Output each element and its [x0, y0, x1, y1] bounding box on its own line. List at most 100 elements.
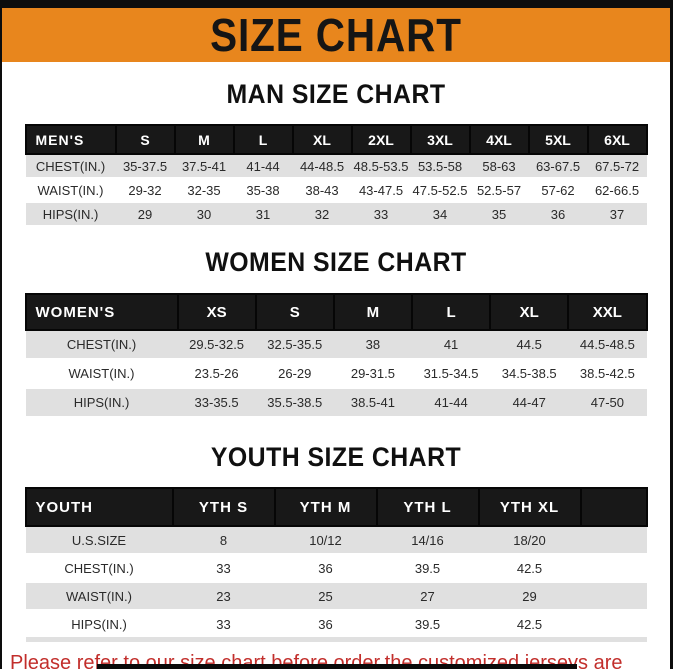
measurement-row: CHEST(IN.) 35-37.5 37.5-41 41-44 44-48.5 48.5…: [25, 153, 647, 178]
value-cell: 48.5-53.5: [351, 153, 411, 178]
value-cell: 32.5-35.5: [255, 329, 334, 359]
size-column-header: S: [254, 293, 335, 331]
value-cell: 38-43: [292, 177, 352, 202]
size-chart-section: WOMEN SIZE CHART WOMEN'S XS S M L XL XXL CHEST(I…: [2, 247, 670, 416]
value-cell: 33-35.5: [177, 387, 256, 416]
value-cell: 27: [376, 581, 479, 610]
value-cell: 34: [410, 201, 470, 225]
value-cell: 33: [172, 553, 275, 582]
measurement-row: HIPS(IN.) 29 30 31 32 33 34 35 36 37: [25, 201, 647, 225]
value-cell: 39.5: [376, 609, 479, 640]
value-filler-cell: [580, 609, 647, 640]
size-column-header: 4XL: [468, 124, 530, 155]
size-column-header: S: [114, 124, 176, 155]
value-cell: 42.5: [478, 553, 581, 582]
size-column-header: YTH XL: [477, 487, 582, 527]
value-cell: 36: [528, 201, 588, 225]
header-label-cell: YOUTH: [24, 487, 174, 527]
value-cell: 29-32: [115, 177, 175, 202]
value-cell: 47-50: [568, 387, 647, 416]
value-cell: 41-44: [233, 153, 293, 178]
page-title: SIZE CHART: [210, 9, 462, 61]
value-cell: 53.5-58: [410, 153, 470, 178]
row-label-cell: U.S.SIZE: [25, 525, 173, 554]
measurement-row: WAIST(IN.) 29-32 32-35 35-38 38-43 43-47.5 47.…: [25, 177, 647, 202]
value-cell: 25: [274, 581, 377, 610]
size-table: WOMEN'S XS S M L XL XXL CHEST(IN.) 29.5-32.5 32.5…: [24, 293, 648, 416]
table-header-row: MEN'S S M L XL 2XL 3XL 4XL 5XL 6XL: [24, 124, 648, 155]
value-cell: 44.5-48.5: [568, 329, 647, 359]
value-cell: 37: [587, 201, 647, 225]
value-cell: 37.5-41: [174, 153, 234, 178]
size-column-header: L: [232, 124, 294, 155]
measurement-row: CHEST(IN.) 29.5-32.5 32.5-35.5 38 41 44.5 44.5…: [25, 329, 647, 359]
size-column-header: L: [410, 293, 492, 331]
section-title: MAN SIZE CHART: [226, 79, 446, 109]
table-header-row: YOUTH YTH S YTH M YTH L YTH XL: [24, 487, 648, 527]
value-cell: 42.5: [478, 609, 581, 640]
value-cell: 32: [292, 201, 352, 225]
value-cell: 31.5-34.5: [411, 358, 491, 388]
value-cell: 34.5-38.5: [490, 358, 569, 388]
value-cell: 58-63: [469, 153, 529, 178]
row-label-cell: HIPS(IN.): [25, 201, 116, 225]
value-cell: 35-38: [233, 177, 293, 202]
size-chart-section: YOUTH SIZE CHART YOUTH YTH S YTH M YTH L YTH …: [2, 442, 670, 642]
size-table: YOUTH YTH S YTH M YTH L YTH XL U.S.SIZE 8 10/12…: [24, 487, 648, 642]
value-cell: 31: [233, 201, 293, 225]
value-cell: 35.5-38.5: [255, 387, 334, 416]
value-cell: 26-29: [255, 358, 334, 388]
row-label-cell: WAIST(IN.): [25, 177, 116, 202]
header-label-cell: MEN'S: [24, 124, 117, 155]
size-column-header: XL: [291, 124, 353, 155]
value-cell: 23.5-26: [177, 358, 256, 388]
value-cell: 41: [411, 329, 491, 359]
value-cell: 36: [274, 609, 377, 640]
size-chart-section: MAN SIZE CHART MEN'S S M L XL 2XL 3XL 4XL 5XL 6XL C…: [2, 79, 670, 225]
value-cell: 35-37.5: [115, 153, 175, 178]
value-cell: 8: [172, 525, 275, 554]
row-label-cell: CHEST(IN.): [25, 553, 173, 582]
value-cell: 29: [115, 201, 175, 225]
value-cell: 29.5-32.5: [177, 329, 256, 359]
value-cell: 14/16: [376, 525, 479, 554]
size-column-header: M: [173, 124, 235, 155]
value-cell: 67.5-72: [587, 153, 647, 178]
measurement-row: WAIST(IN.) 23 25 27 29: [25, 581, 647, 610]
bottom-black-bar: [97, 664, 577, 669]
value-cell: 38.5-42.5: [568, 358, 647, 388]
value-cell: 44.5: [490, 329, 569, 359]
measurement-row: CHEST(IN.) 33 36 39.5 42.5: [25, 553, 647, 582]
value-cell: 32-35: [174, 177, 234, 202]
size-chart-sections: MAN SIZE CHART MEN'S S M L XL 2XL 3XL 4XL 5XL 6XL C…: [2, 79, 670, 642]
measurement-row: U.S.SIZE 8 10/12 14/16 18/20: [25, 525, 647, 554]
value-cell: 33: [172, 609, 275, 640]
top-black-strip: [2, 0, 670, 8]
size-column-header: YTH L: [375, 487, 480, 527]
value-cell: 35: [469, 201, 529, 225]
value-cell: 33: [351, 201, 411, 225]
size-column-header: XXL: [567, 293, 648, 331]
value-cell: 30: [174, 201, 234, 225]
value-cell: 43-47.5: [351, 177, 411, 202]
value-cell: 38: [333, 329, 412, 359]
value-filler-cell: [580, 525, 647, 554]
section-title: WOMEN SIZE CHART: [205, 247, 467, 277]
measurement-row: HIPS(IN.) 33-35.5 35.5-38.5 38.5-41 41-44 44-…: [25, 387, 647, 416]
measurement-row: HIPS(IN.) 33 36 39.5 42.5: [25, 609, 647, 640]
title-banner: SIZE CHART: [2, 8, 670, 62]
row-label-cell: HIPS(IN.): [25, 609, 173, 640]
row-label-cell: HIPS(IN.): [25, 387, 178, 416]
header-filler-cell: [579, 487, 648, 527]
row-label-cell: CHEST(IN.): [25, 329, 178, 359]
size-column-header: XS: [176, 293, 257, 331]
value-cell: 44-48.5: [292, 153, 352, 178]
size-column-header: YTH S: [171, 487, 276, 527]
value-cell: 39.5: [376, 553, 479, 582]
value-filler-cell: [580, 581, 647, 610]
value-cell: 62-66.5: [587, 177, 647, 202]
value-cell: 36: [274, 553, 377, 582]
size-column-header: 6XL: [586, 124, 648, 155]
row-label-cell: WAIST(IN.): [25, 358, 178, 388]
